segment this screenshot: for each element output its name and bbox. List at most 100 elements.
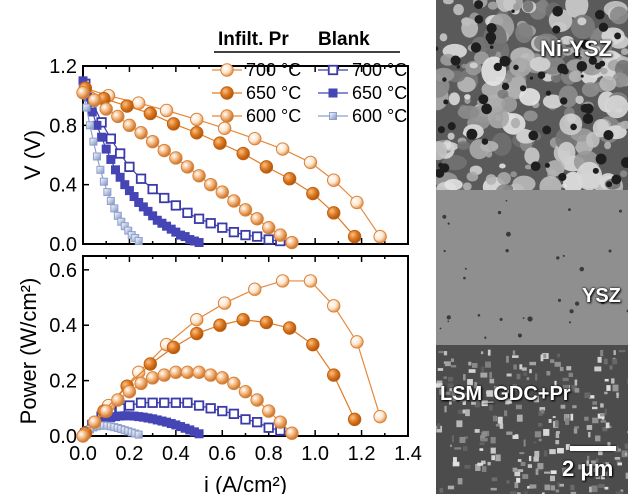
sem-pore (594, 9, 605, 20)
data-point (190, 312, 204, 327)
data-point (145, 371, 160, 385)
data-point (205, 218, 216, 229)
data-point (166, 340, 181, 355)
sem-particle (463, 374, 466, 381)
data-point (182, 397, 193, 408)
sem-particle (459, 395, 465, 402)
data-point (124, 161, 135, 173)
data-point (250, 393, 264, 407)
sem-grain (453, 4, 464, 16)
sem-particle (505, 398, 510, 405)
sem-particle (598, 483, 605, 488)
sem-grain (562, 47, 573, 56)
power-y-tick-label: 0.4 (49, 315, 77, 337)
sem-particle (509, 491, 517, 494)
sem-particle (519, 395, 526, 398)
sem-pore (614, 32, 622, 40)
sem-label-ni-ysz: Ni-YSZ (540, 36, 613, 61)
sem-particle (544, 484, 551, 491)
sem-particle (588, 431, 591, 438)
sem-pore (477, 313, 481, 317)
sem-grain (447, 132, 455, 140)
sem-pore (562, 254, 565, 257)
sem-grain (439, 33, 448, 42)
sem-particle (452, 394, 456, 402)
sem-particle (534, 450, 540, 458)
legend-label: 650 °C (352, 83, 407, 103)
sem-particle (517, 459, 522, 462)
sem-particle (443, 351, 448, 356)
x-axis-label: i (A/cm²) (204, 472, 287, 494)
sem-grain (444, 178, 463, 191)
sem-particle (506, 480, 510, 484)
sem-particle (479, 448, 484, 451)
sem-particle (541, 492, 545, 494)
data-point (76, 86, 90, 100)
sem-particle (512, 350, 516, 355)
scale-bar-label: 2 μm (562, 456, 614, 481)
sem-grain (560, 35, 574, 45)
sem-pore (522, 317, 525, 320)
sem-particle (514, 471, 521, 477)
sem-particle (624, 452, 628, 456)
sem-particle (559, 366, 564, 372)
sem-particle (570, 491, 577, 494)
sem-grain (442, 0, 454, 5)
sem-particle (521, 367, 527, 371)
sem-particle (516, 477, 521, 483)
sem-particle (437, 423, 441, 430)
data-point (228, 226, 240, 238)
sem-pore (568, 321, 572, 324)
data-point (134, 237, 143, 246)
sem-grain (436, 67, 455, 82)
data-point (282, 321, 297, 335)
sem-particle (480, 372, 488, 378)
sem-particle (584, 416, 589, 421)
sem-particle (555, 432, 560, 439)
data-point (169, 151, 183, 165)
data-point (347, 229, 362, 244)
sem-particle (439, 487, 444, 493)
sem-pore (611, 174, 622, 185)
sem-particle (528, 455, 532, 462)
sem-grain (515, 22, 534, 43)
sem-particle (602, 471, 608, 476)
sem-particle (560, 404, 566, 409)
data-point (263, 234, 274, 245)
data-point (89, 137, 98, 146)
data-point (82, 103, 91, 112)
sem-grain (542, 176, 553, 186)
data-point (215, 185, 229, 199)
data-point (248, 282, 262, 296)
sem-particle (448, 399, 452, 405)
sem-particle (549, 475, 555, 482)
sem-pore (588, 56, 598, 65)
sem-particle (600, 403, 604, 408)
data-point (228, 408, 240, 419)
data-point (192, 169, 206, 183)
sem-particle (586, 425, 593, 430)
sem-particle (457, 409, 464, 415)
data-point (110, 204, 119, 213)
sem-particle (522, 474, 529, 479)
sem-particle (597, 464, 601, 470)
sem-particle (554, 420, 559, 428)
data-point (169, 365, 183, 380)
sem-pore (576, 60, 588, 72)
sem-pore (556, 256, 560, 260)
sem-particle (591, 460, 597, 467)
sem-particle (452, 461, 460, 467)
sem-particle (600, 349, 604, 357)
data-point (303, 274, 318, 288)
sem-grain (558, 85, 578, 108)
data-point (190, 326, 204, 341)
legend-marker (220, 109, 234, 123)
data-point (282, 172, 297, 186)
sem-pore (568, 208, 571, 211)
data-point (251, 417, 263, 428)
sem-particle (529, 361, 537, 366)
sem-particle (464, 436, 468, 439)
legend-item-blank-700-c: 700 °C (318, 60, 407, 80)
sem-particle (537, 422, 543, 427)
sem-particle (603, 358, 608, 365)
